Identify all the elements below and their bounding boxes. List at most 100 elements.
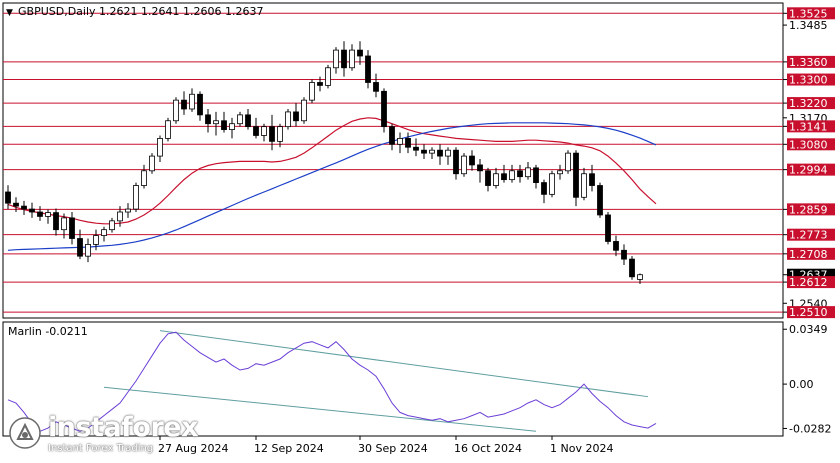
date-axis-label: 1 Nov 2024 <box>550 442 613 455</box>
instaforex-logo-icon <box>9 417 41 449</box>
candle <box>205 108 211 133</box>
candle-body-up <box>93 235 99 245</box>
candle <box>453 147 459 180</box>
candle-body-down <box>573 152 579 198</box>
candle-body-down <box>485 170 491 186</box>
candle <box>197 91 203 121</box>
level-price-label: 1.3360 <box>789 56 828 69</box>
candle <box>29 202 35 218</box>
level-price-tag-3 <box>787 73 835 86</box>
candle <box>117 206 123 227</box>
candle <box>493 167 499 189</box>
candle <box>293 103 299 127</box>
date-axis-label: 12 Sep 2024 <box>254 442 324 455</box>
candle <box>173 97 179 124</box>
candle-body-down <box>5 191 11 204</box>
indicator-trend-line-0 <box>159 330 649 398</box>
candle-body-up <box>325 67 331 86</box>
candle-body-up <box>109 220 115 231</box>
candle-body-down <box>221 120 227 130</box>
candle <box>5 185 11 210</box>
level-price-label: 1.3220 <box>789 97 828 110</box>
candle-body-up <box>445 149 451 157</box>
candle-body-up <box>581 173 587 198</box>
candle <box>629 256 635 280</box>
candle-body-up <box>165 120 171 139</box>
candle-body-up <box>45 212 51 217</box>
candle <box>157 135 163 162</box>
candle-body-up <box>349 49 355 69</box>
indicator-axis-label: 0.0349 <box>789 323 828 336</box>
candle <box>445 147 451 165</box>
candle-body-up <box>493 173 499 186</box>
watermark-name: instaforex <box>48 412 199 443</box>
candle <box>181 91 187 115</box>
candle-body-down <box>613 241 619 251</box>
candle <box>589 164 595 192</box>
level-price-label: 1.2859 <box>789 203 828 216</box>
candle <box>349 44 355 71</box>
candle-body-down <box>29 208 35 213</box>
candle <box>549 170 555 198</box>
level-price-tag-6 <box>787 120 835 133</box>
level-price-tag-15 <box>787 306 835 319</box>
candle-body-up <box>61 217 67 231</box>
candle-body-down <box>341 49 347 69</box>
level-price-label: 1.2708 <box>789 248 828 261</box>
level-price-label: 1.3300 <box>789 74 828 87</box>
candle-body-down <box>413 146 419 151</box>
candle <box>261 123 267 142</box>
candle <box>253 117 259 139</box>
candle <box>333 47 339 74</box>
level-price-label: 1.3525 <box>789 7 828 20</box>
candle-body-up <box>285 111 291 128</box>
candle-body-down <box>365 55 371 83</box>
level-price-label: 1.2773 <box>789 229 828 242</box>
candle-body-down <box>541 182 547 195</box>
candle <box>37 206 43 221</box>
candle-body-down <box>317 82 323 86</box>
candle-body-down <box>69 217 75 239</box>
candle <box>533 164 539 189</box>
candle <box>381 88 387 133</box>
candle <box>389 123 395 151</box>
candle <box>189 88 195 112</box>
candle-body-down <box>421 149 427 154</box>
candle <box>45 209 51 224</box>
candle <box>269 114 275 151</box>
candle-body-up <box>557 170 563 175</box>
indicator-trend-line-1 <box>103 386 537 432</box>
candle <box>413 138 419 157</box>
candle-body-down <box>597 185 603 216</box>
candle-body-up <box>397 138 403 145</box>
candle <box>373 73 379 98</box>
candle-body-down <box>357 49 363 57</box>
level-price-label: 1.2510 <box>789 306 828 319</box>
candle <box>621 244 627 266</box>
candle-body-up <box>637 274 643 280</box>
candle <box>509 164 515 183</box>
candle-body-down <box>53 212 59 231</box>
candle-body-up <box>301 99 307 122</box>
candle <box>581 167 587 201</box>
candle-body-down <box>373 82 379 92</box>
candle <box>469 150 475 171</box>
candle <box>485 167 491 192</box>
candle-body-up <box>173 99 179 122</box>
indicator-title: Marlin -0.0211 <box>8 325 88 338</box>
level-price-tag-10 <box>787 228 835 241</box>
candle <box>605 212 611 245</box>
candle <box>285 108 291 130</box>
header-arrow-icon: ▼ <box>6 8 13 18</box>
candle <box>341 41 347 77</box>
candle <box>541 179 547 204</box>
candle <box>365 50 371 89</box>
level-price-tag-8 <box>787 163 835 176</box>
candle-body-up <box>509 170 515 181</box>
candle-body-up <box>277 126 283 142</box>
level-price-tag-11 <box>787 247 835 260</box>
candle-body-down <box>181 99 187 110</box>
candle-body-down <box>533 167 539 183</box>
candle-body-up <box>461 155 467 175</box>
candle <box>405 132 411 154</box>
